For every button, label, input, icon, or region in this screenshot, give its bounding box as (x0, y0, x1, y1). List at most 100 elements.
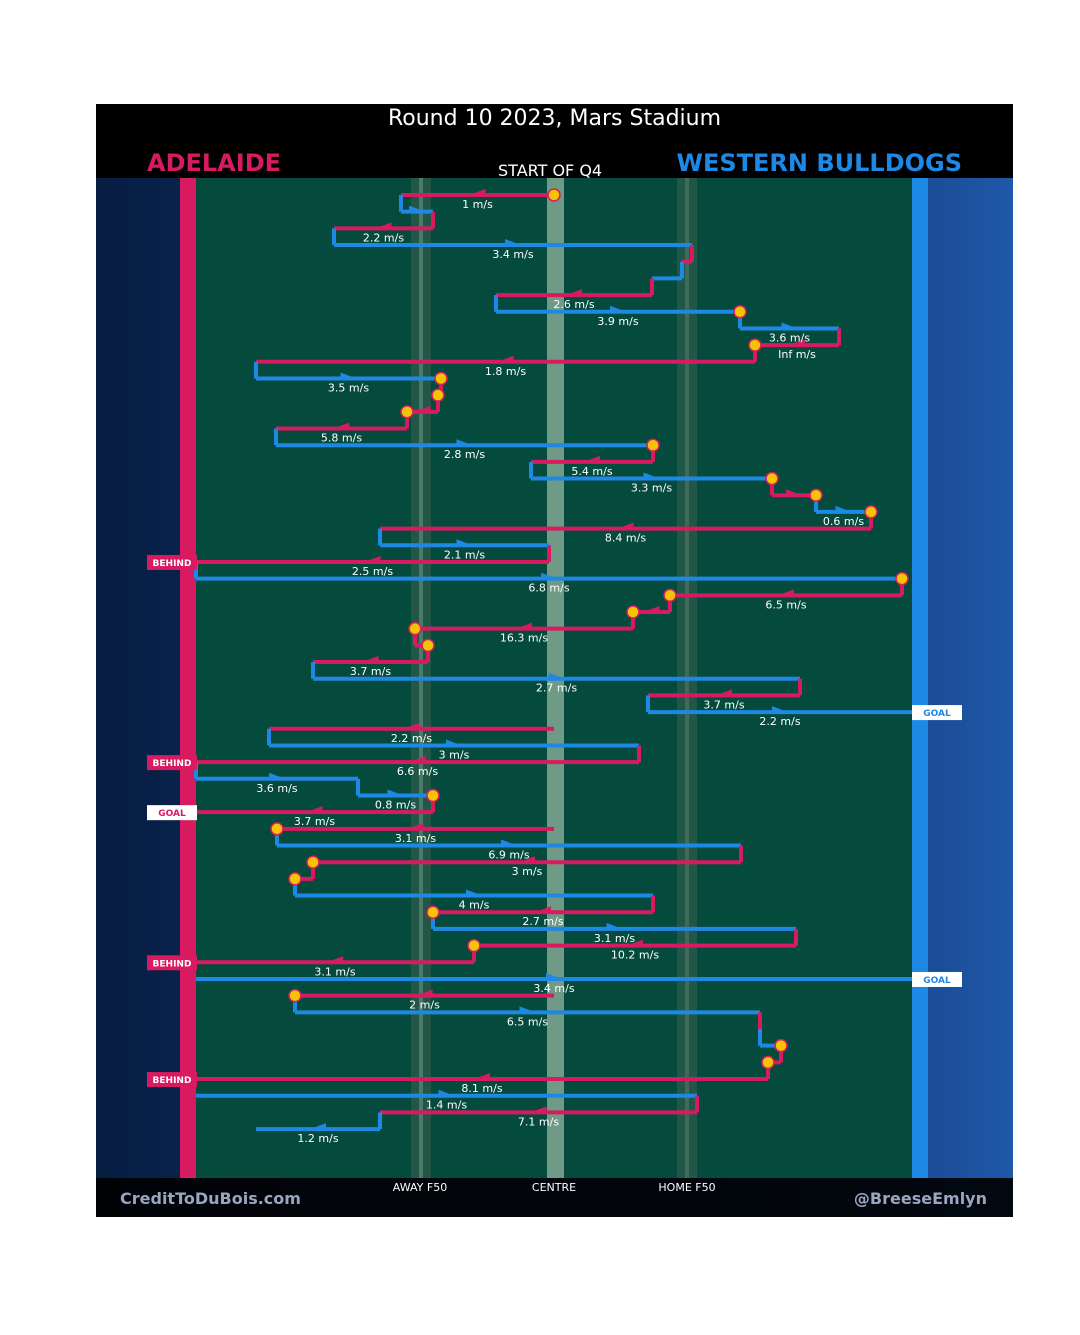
adelaide-goal-line (180, 178, 196, 1178)
direction-arrow (519, 856, 535, 863)
direction-arrow (327, 956, 343, 963)
direction-arrow (835, 505, 852, 512)
speed-label: 10.2 m/s (611, 949, 659, 962)
speed-label: 4 m/s (459, 899, 490, 912)
centre-label: CENTRE (531, 1181, 577, 1194)
turnover-marker (809, 488, 823, 502)
direction-arrow (409, 205, 425, 212)
speed-label: 0.8 m/s (375, 798, 416, 811)
turnover-marker (421, 638, 435, 653)
direction-arrow (516, 622, 532, 629)
turnover-marker (288, 988, 302, 1003)
direction-arrow (716, 689, 732, 696)
outcome-badge (147, 554, 197, 570)
speed-label: 6.5 m/s (507, 1015, 548, 1028)
speed-label: 3.1 m/s (594, 932, 635, 945)
turnover-marker (765, 471, 779, 486)
speed-label: 3 m/s (439, 748, 470, 761)
direction-arrow (375, 222, 392, 229)
direction-arrow (548, 672, 565, 679)
direction-arrow (362, 656, 379, 663)
outcome-badge (912, 971, 962, 987)
outcome-label: GOAL (923, 976, 951, 986)
speed-label: 2.7 m/s (522, 915, 563, 928)
speed-label: 1.8 m/s (485, 365, 526, 378)
outcome-label: BEHIND (153, 559, 192, 569)
turnover-marker (547, 188, 561, 202)
direction-arrow (627, 939, 643, 946)
direction-arrow (606, 922, 623, 929)
direction-arrow (416, 989, 433, 996)
speed-label: 3.9 m/s (597, 315, 638, 328)
speed-label: 8.4 m/s (605, 532, 646, 545)
speed-label: 3.5 m/s (328, 381, 369, 394)
direction-arrow (474, 1073, 490, 1080)
turnover-marker (748, 338, 762, 352)
turnover-marker (467, 938, 481, 953)
turnover-marker (761, 1055, 775, 1070)
outcome-label: BEHIND (153, 1076, 192, 1086)
speed-label: Inf m/s (778, 348, 816, 361)
outcome-badge (147, 1072, 197, 1088)
direction-arrow (269, 772, 285, 779)
turnover-marker (270, 822, 284, 836)
direction-arrow (519, 1006, 536, 1013)
turnover-marker (431, 388, 445, 402)
speed-label: 3.7 m/s (350, 665, 391, 678)
speed-label: 6.6 m/s (397, 765, 438, 778)
turnover-marker (774, 1038, 788, 1053)
outcome-label: BEHIND (153, 759, 192, 769)
direction-arrow (778, 589, 794, 596)
turnover-marker (434, 371, 448, 386)
speed-label: 16.3 m/s (500, 632, 548, 645)
direction-arrow (781, 322, 798, 329)
title-bar (96, 104, 1013, 178)
turnover-marker (408, 621, 422, 636)
speed-label: 3.6 m/s (256, 782, 297, 795)
direction-arrow (530, 1106, 547, 1113)
speed-label: 2.2 m/s (391, 732, 432, 745)
direction-arrow (617, 522, 634, 529)
turnover-marker (663, 588, 677, 603)
direction-arrow (501, 839, 517, 846)
speed-label: 3.3 m/s (631, 482, 672, 495)
direction-arrow (306, 806, 323, 813)
speed-label: 6.5 m/s (765, 598, 806, 611)
outcome-badge (147, 805, 197, 821)
direction-arrow (535, 906, 551, 913)
speed-label: 3.7 m/s (294, 815, 335, 828)
direction-arrow (456, 439, 473, 446)
direction-arrow (546, 972, 562, 979)
speed-label: 2.6 m/s (553, 298, 594, 311)
direction-arrow (466, 889, 482, 896)
direction-arrow (387, 789, 404, 796)
speed-label: 2.5 m/s (352, 565, 393, 578)
direction-arrow (643, 606, 660, 612)
turnover-marker (426, 905, 440, 919)
direction-arrow (456, 539, 473, 546)
direction-arrow (610, 305, 626, 312)
outcome-badge (147, 955, 197, 971)
footer-bar (96, 1178, 1013, 1217)
speed-label: 8.1 m/s (461, 1082, 502, 1095)
turnover-marker (306, 855, 320, 869)
direction-arrow (789, 339, 805, 346)
turnover-marker (864, 505, 878, 519)
outcome-badge (147, 755, 197, 771)
outcome-label: BEHIND (153, 959, 192, 969)
direction-arrow (772, 706, 788, 713)
credit-right: @BreeseEmlyn (853, 1189, 987, 1208)
chart-title: Round 10 2023, Mars Stadium (387, 106, 722, 131)
turnover-marker (626, 605, 640, 619)
speed-label: 2.1 m/s (444, 548, 485, 561)
speed-label: 3.4 m/s (492, 248, 533, 261)
direction-arrow (438, 1089, 455, 1096)
speed-label: 3 m/s (512, 865, 543, 878)
speed-label: 3.1 m/s (314, 965, 355, 978)
outcome-badge (912, 705, 962, 721)
speed-label: 6.8 m/s (528, 582, 569, 595)
away-team-label: ADELAIDE (147, 149, 282, 177)
direction-arrow (407, 822, 424, 829)
speed-label: 2.8 m/s (444, 448, 485, 461)
turnover-marker (426, 788, 440, 803)
